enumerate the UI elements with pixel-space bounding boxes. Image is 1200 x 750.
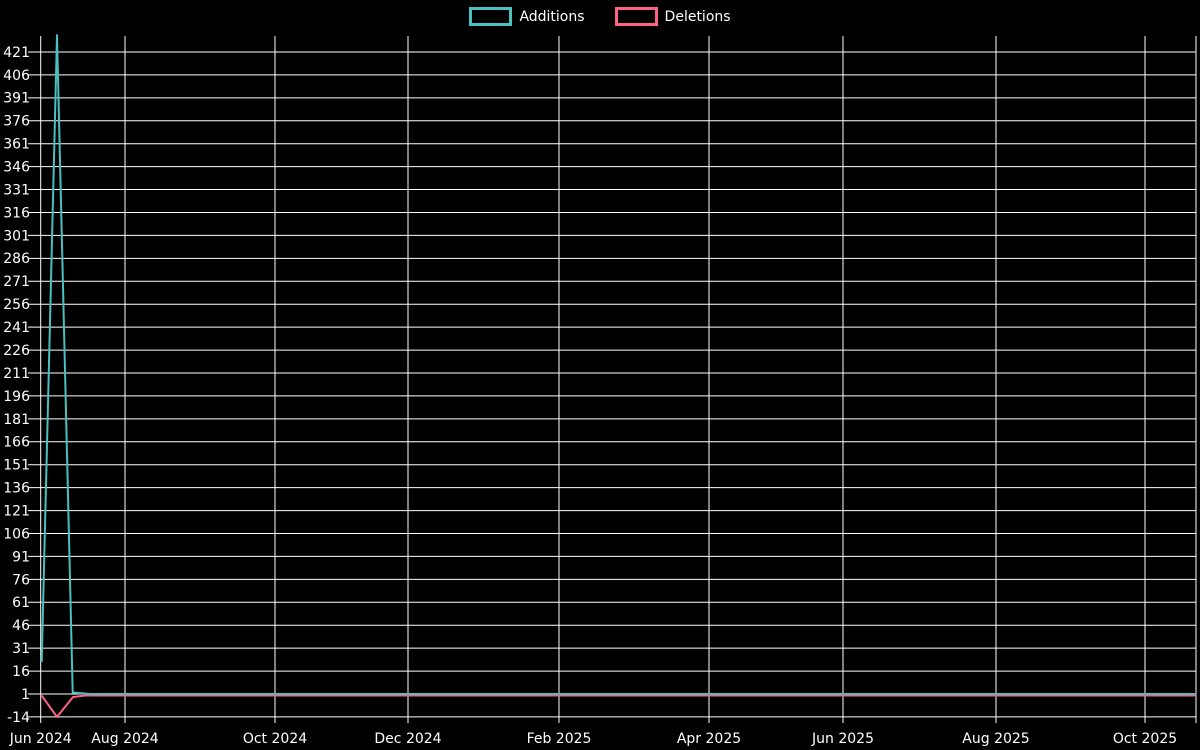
y-tick-label: 136 xyxy=(3,481,30,497)
y-tick-label: 151 xyxy=(3,458,30,474)
y-tick-label: 46 xyxy=(12,618,30,634)
y-tick-label: 211 xyxy=(3,366,30,382)
legend: Additions Deletions xyxy=(0,7,1200,26)
x-tick-label: Oct 2024 xyxy=(243,731,307,747)
x-tick-label: Feb 2025 xyxy=(527,731,592,747)
y-tick-label: 301 xyxy=(3,228,30,244)
y-tick-label: 421 xyxy=(3,45,30,61)
y-tick-label: 61 xyxy=(12,595,30,611)
additions-swatch-icon xyxy=(469,7,513,26)
y-tick-label: 106 xyxy=(3,526,30,542)
y-tick-label: 241 xyxy=(3,320,30,336)
y-tick-label: 376 xyxy=(3,114,30,130)
y-tick-label: 1 xyxy=(21,687,30,703)
x-tick-label: Aug 2025 xyxy=(962,731,1029,747)
legend-item-additions[interactable]: Additions xyxy=(469,7,585,26)
y-tick-label: 286 xyxy=(3,251,30,267)
y-tick-label: 256 xyxy=(3,297,30,313)
y-tick-label: 346 xyxy=(3,160,30,176)
x-tick-label: Oct 2025 xyxy=(1113,731,1177,747)
y-tick-label: 76 xyxy=(12,572,30,588)
y-tick-label: 196 xyxy=(3,389,30,405)
legend-label-deletions: Deletions xyxy=(664,8,731,25)
y-tick-label: 121 xyxy=(3,503,30,519)
y-tick-label: 31 xyxy=(12,641,30,657)
legend-item-deletions[interactable]: Deletions xyxy=(614,7,731,26)
y-tick-label: 406 xyxy=(3,68,30,84)
y-tick-label: -14 xyxy=(7,710,30,726)
y-tick-label: 16 xyxy=(12,664,30,680)
legend-label-additions: Additions xyxy=(519,8,585,25)
series-line-deletions xyxy=(40,694,1196,718)
y-tick-label: 361 xyxy=(3,137,30,153)
y-tick-label: 166 xyxy=(3,435,30,451)
x-tick-label: Jun 2025 xyxy=(811,731,874,747)
deletions-swatch-icon xyxy=(614,7,658,26)
y-tick-label: 226 xyxy=(3,343,30,359)
y-tick-label: 331 xyxy=(3,182,30,198)
y-tick-label: 181 xyxy=(3,412,30,428)
series-line-additions xyxy=(40,34,1196,695)
x-tick-label: Aug 2024 xyxy=(91,731,159,747)
x-tick-label: Dec 2024 xyxy=(374,731,441,747)
y-tick-label: 271 xyxy=(3,274,30,290)
y-tick-label: 316 xyxy=(3,205,30,221)
y-tick-label: 391 xyxy=(3,91,30,107)
x-tick-label: Apr 2025 xyxy=(677,731,741,747)
x-tick-label: Jun 2024 xyxy=(9,731,72,747)
y-tick-label: 91 xyxy=(12,549,30,565)
